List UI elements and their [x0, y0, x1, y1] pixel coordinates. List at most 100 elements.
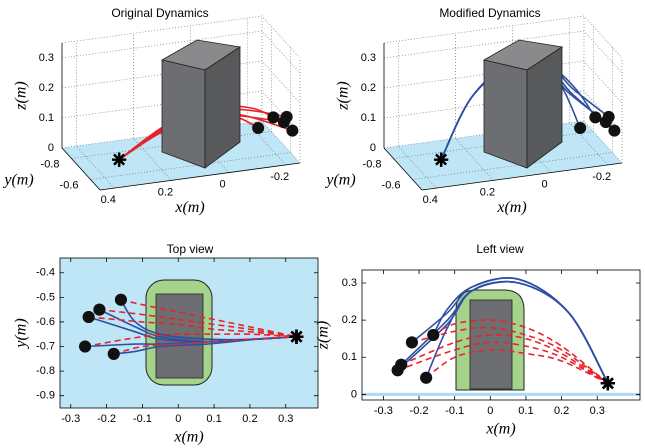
box-edge	[383, 15, 623, 59]
x-tick-label: -0.2	[97, 413, 116, 425]
obstacle	[482, 39, 564, 169]
x-axis-label: x(m)	[174, 199, 204, 216]
box-edge	[61, 15, 301, 59]
grid-line	[247, 17, 286, 166]
z-tick-label: 0.1	[361, 112, 376, 124]
x-tick-label: 0.2	[554, 405, 569, 417]
target-marker	[112, 152, 127, 167]
y-tick-label: -0.6	[382, 179, 401, 191]
grid-line	[397, 41, 437, 189]
obstacle	[160, 39, 242, 169]
trajectory	[411, 326, 609, 384]
x-tick-label: 0.4	[423, 194, 438, 206]
grid-line	[75, 41, 115, 189]
grid-line	[383, 120, 623, 164]
x-tick-label: 0.4	[101, 194, 116, 206]
x-axis-label: x(m)	[496, 199, 526, 216]
y-tick-label: 0	[351, 388, 357, 400]
y-tick-label: -0.6	[36, 316, 55, 328]
start-marker	[79, 340, 92, 353]
z-tick-label: 0	[370, 142, 376, 154]
x-tick-label: 0	[487, 405, 493, 417]
x-tick-label: -0.2	[410, 405, 429, 417]
x-tick-label: -0.2	[592, 171, 611, 183]
grid-line	[61, 30, 301, 74]
y-tick-label: -0.9	[36, 390, 55, 402]
x-axis-label: x(m)	[173, 429, 203, 446]
grid-line	[412, 47, 613, 180]
z-tick-label: 0.2	[361, 82, 376, 94]
start-marker	[267, 111, 280, 124]
grid-line	[383, 90, 623, 134]
start-marker	[599, 116, 612, 129]
start-marker	[427, 329, 440, 341]
chart-title: Top view	[167, 242, 214, 256]
start-marker	[589, 111, 602, 124]
trajectory	[120, 299, 297, 338]
axes: -0.3 -0.2 -0.1 0 0.1 0.2 0.3 0 0.1 0.2 0.3 x(m) z(m)	[315, 269, 641, 438]
y-tick-label: -0.8	[36, 365, 55, 377]
y-tick-label: -0.5	[36, 291, 55, 303]
start-marker	[277, 116, 290, 129]
x-tick-label: -0.1	[133, 413, 152, 425]
target-marker	[600, 376, 615, 391]
chart-title: Modified Dynamics	[439, 6, 540, 20]
z-tick-label: 0.1	[39, 112, 54, 124]
y-axis-label: y(m)	[324, 172, 355, 189]
chart-title: Left view	[476, 242, 524, 256]
y-tick-label: -0.8	[41, 158, 60, 170]
trajectories	[79, 293, 304, 360]
y-tick-label: -0.6	[60, 179, 79, 191]
axis-line	[99, 162, 301, 191]
trajectory	[425, 280, 609, 384]
y-axis-label: z(m)	[315, 321, 332, 350]
obstacle	[455, 289, 525, 391]
start-marker	[82, 311, 95, 324]
start-marker	[114, 293, 127, 306]
axis-line	[421, 162, 623, 191]
x-tick-label: -0.3	[61, 413, 80, 425]
x-tick-label: 0.2	[242, 413, 257, 425]
grid-line	[133, 33, 172, 181]
grid-line	[455, 33, 494, 181]
trajectory	[397, 341, 609, 384]
x-tick-label: -0.2	[270, 171, 289, 183]
grid-line	[383, 60, 623, 104]
x-tick-label: 0	[542, 179, 548, 191]
obstacle	[145, 279, 213, 386]
grid-line	[61, 90, 301, 134]
grid-line	[383, 30, 623, 74]
grid-line	[61, 60, 301, 104]
start-marker	[608, 124, 621, 137]
plot-frame	[59, 257, 319, 409]
trajectory	[113, 335, 297, 355]
axis-line	[383, 147, 423, 191]
x-tick-label: 0	[175, 413, 181, 425]
start-marker	[574, 122, 587, 135]
start-marker	[420, 371, 433, 384]
x-tick-label: -0.1	[445, 405, 464, 417]
axes: -0.3 -0.2 -0.1 0 0.1 0.2 0.3 -0.9 -0.8 -0.7 -0.6 -0…	[13, 257, 319, 446]
start-marker	[93, 303, 106, 316]
target-marker	[434, 152, 449, 167]
z-tick-label: 0.3	[39, 52, 54, 64]
trajectory	[113, 335, 297, 355]
start-marker	[286, 124, 299, 137]
x-tick-label: 0.2	[158, 186, 173, 198]
x-tick-label: 0	[220, 179, 226, 191]
trajectory	[432, 319, 609, 384]
axis-line	[61, 147, 101, 191]
trajectory	[99, 308, 297, 338]
trajectory	[88, 316, 297, 338]
trajectories	[391, 277, 615, 391]
y-axis-label: y(m)	[2, 172, 33, 189]
x-axis-label: x(m)	[485, 421, 515, 438]
y-tick-label: 0.3	[342, 277, 357, 289]
x-tick-label: 0.2	[480, 186, 495, 198]
trajectory	[400, 334, 609, 384]
trajectory	[425, 348, 609, 385]
grid-line	[90, 47, 291, 180]
x-tick-label: -0.3	[374, 405, 393, 417]
start-marker	[391, 364, 404, 377]
